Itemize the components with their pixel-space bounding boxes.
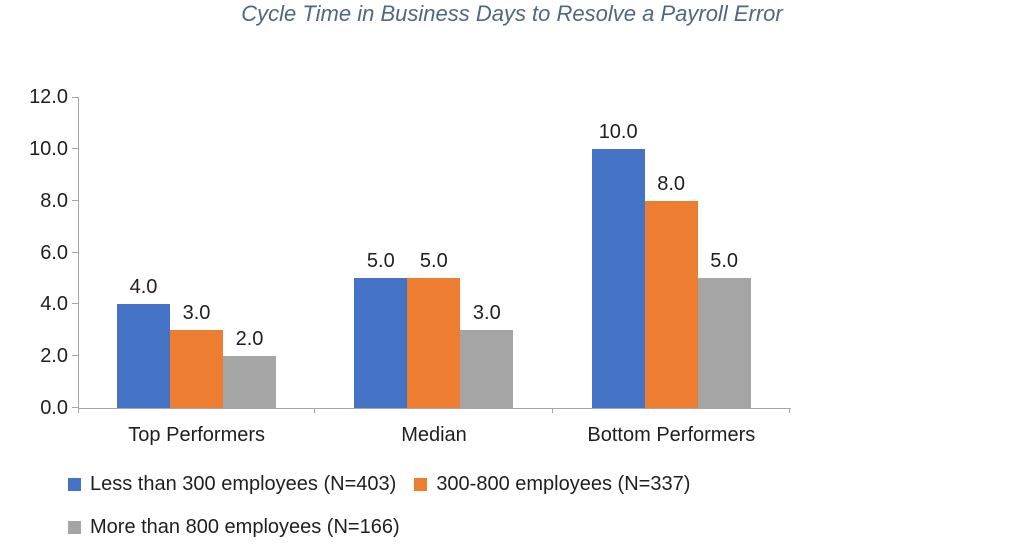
x-axis-tick-mark <box>314 408 316 413</box>
legend-item: 300-800 employees (N=337) <box>414 473 690 495</box>
y-axis-tick-label: 6.0 <box>40 241 68 264</box>
x-axis-category-label: Top Performers <box>128 424 266 446</box>
y-axis-tick-label: 2.0 <box>40 345 68 368</box>
legend-label: 300-800 employees (N=337) <box>436 473 691 495</box>
legend-swatch <box>414 477 428 491</box>
legend-swatch <box>68 520 81 534</box>
x-axis-category-label: Median <box>401 424 467 446</box>
bar <box>117 304 170 408</box>
bar <box>170 330 223 408</box>
bar-value-label: 2.0 <box>235 328 264 351</box>
chart-title: Cycle Time in Business Days to Resolve a… <box>241 1 783 26</box>
bar <box>644 200 698 408</box>
bar <box>223 356 276 408</box>
y-axis-tick-label: 8.0 <box>40 189 68 212</box>
plot-area <box>78 97 791 409</box>
legend: Less than 300 employees (N=403) 300-800 e… <box>68 473 690 538</box>
legend-label: Less than 300 employees (N=403) <box>90 473 397 495</box>
bar-value-label: 10.0 <box>598 120 638 143</box>
bar <box>460 330 514 408</box>
bar <box>354 278 408 408</box>
legend-item: Less than 300 employees (N=403) <box>68 473 396 495</box>
x-axis-category-label: Bottom Performers <box>587 424 756 446</box>
legend-row: More than 800 employees (N=166) <box>68 516 690 538</box>
bar-value-label: 8.0 <box>657 172 686 195</box>
y-axis-tick-label: 12.0 <box>29 86 68 108</box>
bar-value-label: 3.0 <box>182 302 211 325</box>
legend-row: Less than 300 employees (N=403) 300-800 e… <box>68 473 690 495</box>
bar-value-label: 3.0 <box>472 302 501 325</box>
legend-label: More than 800 employees (N=166) <box>90 516 400 538</box>
bar-value-label: 4.0 <box>129 276 158 299</box>
x-axis-tick-mark <box>551 408 553 413</box>
y-axis-tick-mark <box>72 97 78 98</box>
legend-swatch <box>68 477 81 491</box>
y-axis-tick-mark <box>72 147 78 149</box>
y-axis-tick-mark <box>72 303 78 305</box>
bar <box>697 278 751 408</box>
bar <box>407 278 461 408</box>
y-axis-tick-label: 0.0 <box>40 397 68 419</box>
bar-value-label: 5.0 <box>710 250 739 273</box>
x-axis-tick-mark <box>78 408 79 413</box>
bar-value-label: 5.0 <box>419 250 448 273</box>
y-axis-tick-label: 10.0 <box>29 137 68 160</box>
x-axis-tick-mark <box>789 408 790 413</box>
bar <box>591 148 645 408</box>
bar-value-label: 5.0 <box>366 250 395 273</box>
legend-item: More than 800 employees (N=166) <box>68 516 400 538</box>
y-axis-tick-mark <box>72 407 78 408</box>
y-axis-tick-mark <box>72 199 78 201</box>
y-axis-tick-mark <box>72 355 78 357</box>
y-axis-tick-mark <box>72 251 78 253</box>
y-axis-tick-label: 4.0 <box>40 293 68 316</box>
